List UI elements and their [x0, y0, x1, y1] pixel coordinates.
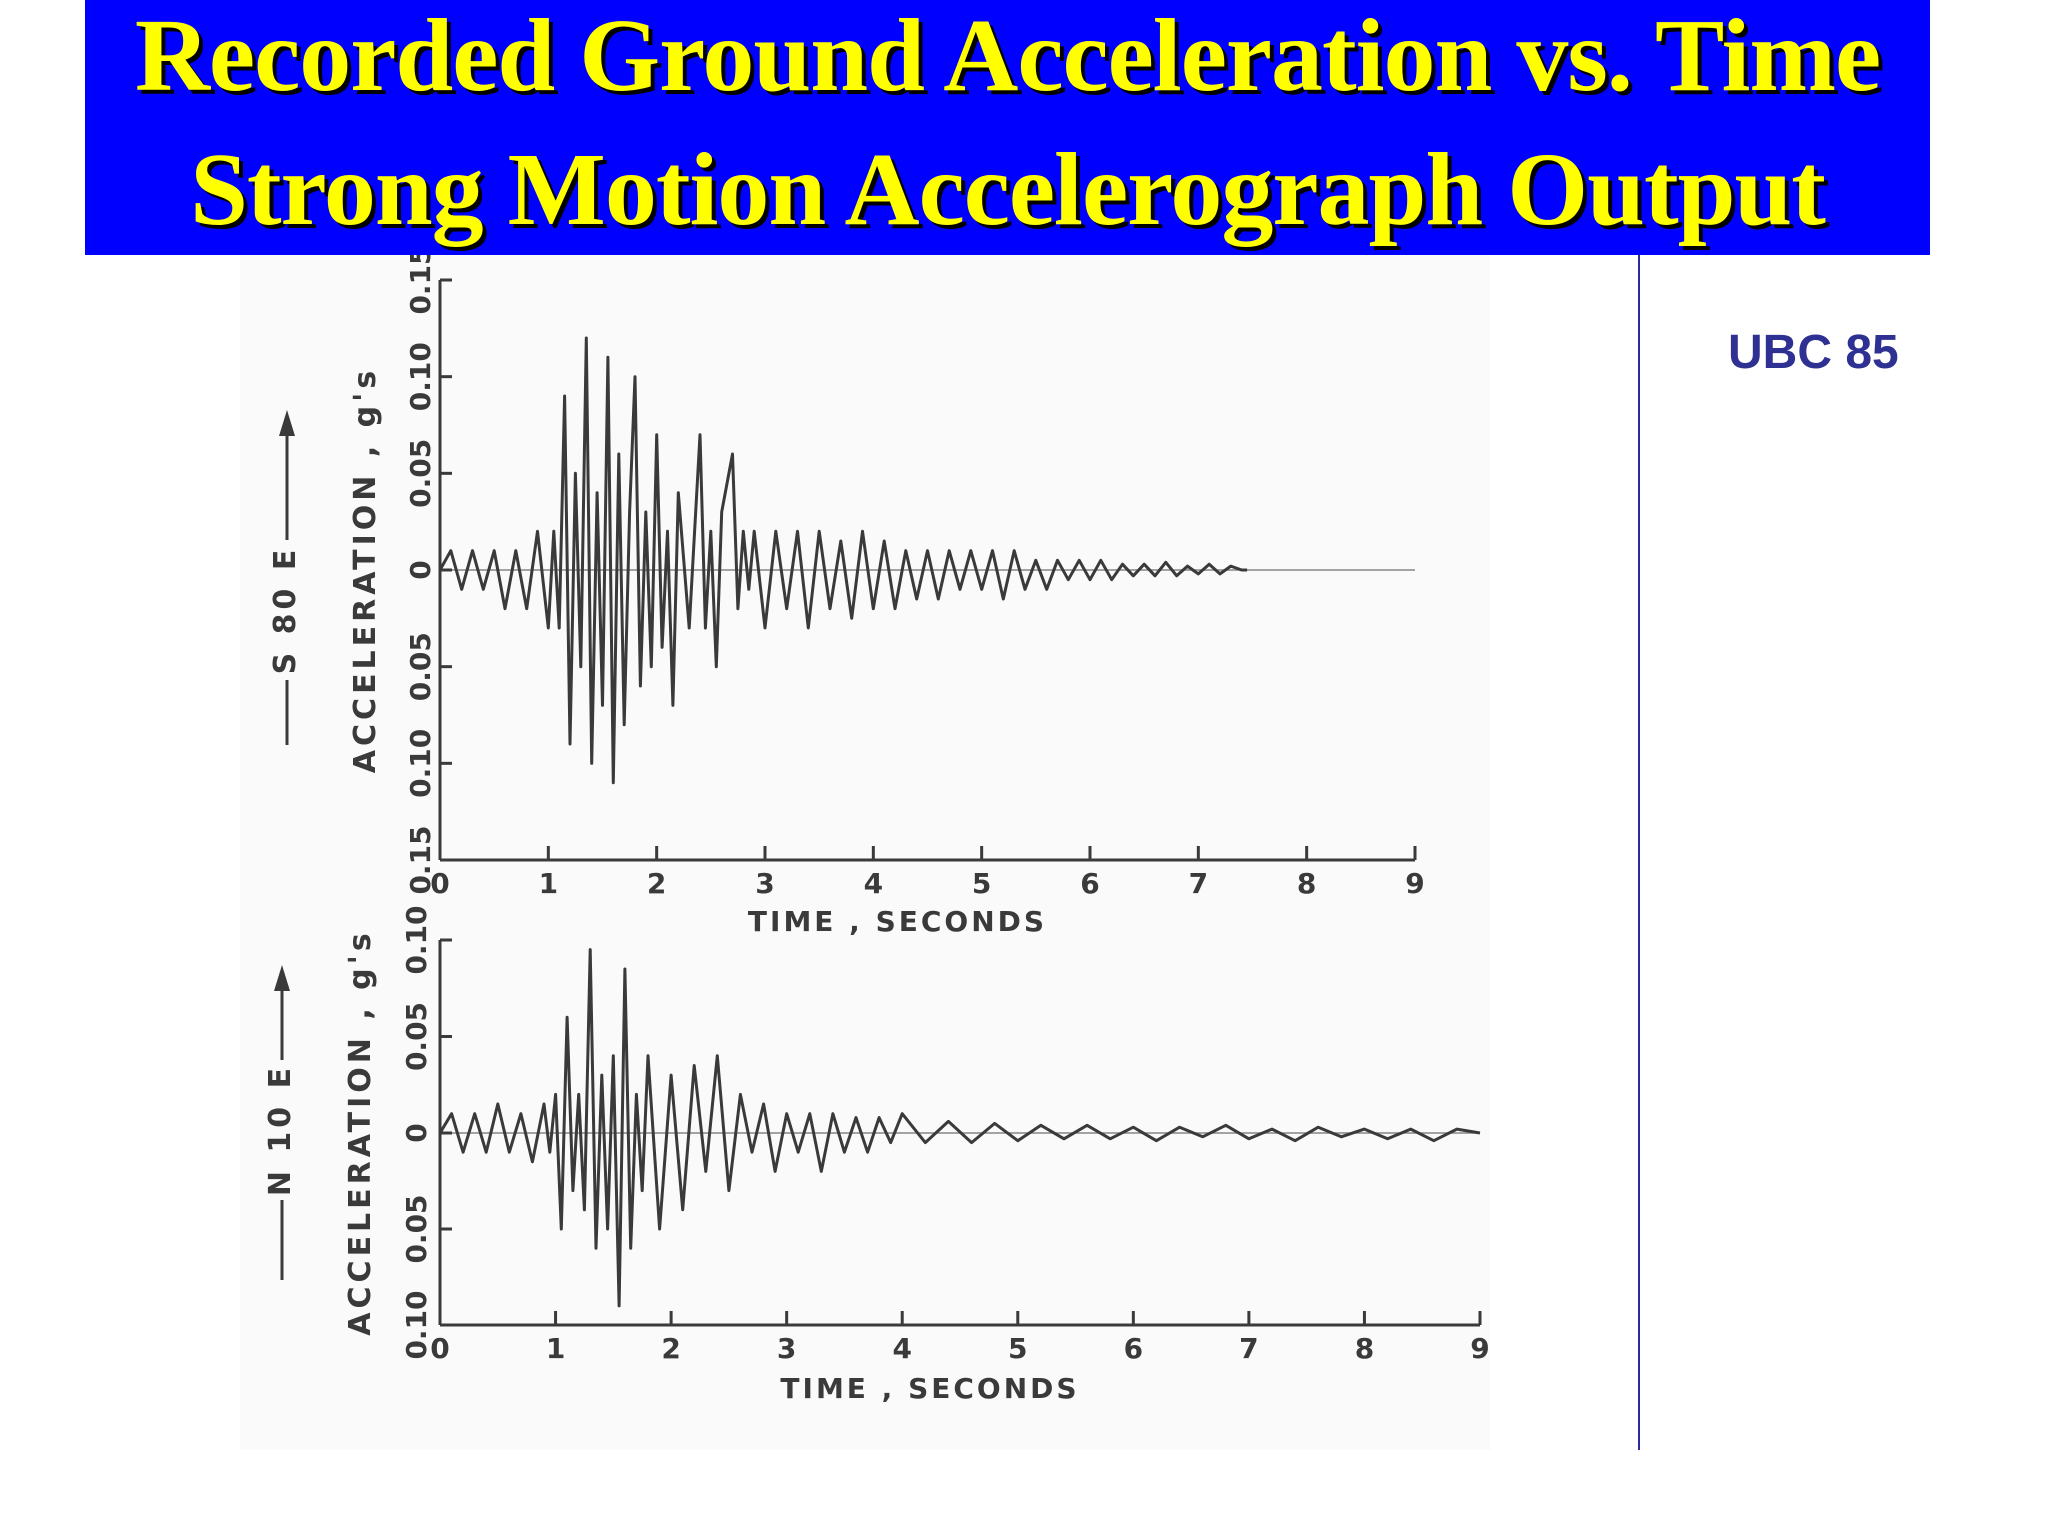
x-tick-label: 4	[864, 867, 883, 900]
component-arrow-head	[274, 965, 290, 991]
x-tick-label: 5	[972, 867, 991, 900]
x-tick-label: 8	[1297, 867, 1316, 900]
x-tick-label: 9	[1405, 867, 1424, 900]
y-tick-label: 0	[400, 1123, 433, 1142]
x-tick-label: 1	[539, 867, 558, 900]
y-tick-label: 0.05	[404, 632, 437, 701]
component-arrow-head	[279, 410, 295, 436]
title-line-2: Strong Motion Accelerograph Output	[190, 132, 1826, 247]
x-axis-title: TIME , SECONDS	[780, 1372, 1079, 1405]
y-tick-label: 0.05	[400, 1002, 433, 1071]
x-tick-label: 2	[647, 867, 666, 900]
x-tick-label: 0	[430, 867, 449, 900]
title-band: Recorded Ground Acceleration vs. Time St…	[85, 0, 1930, 255]
y-tick-label: 0.10	[400, 905, 433, 974]
accelerogram-figure: 0 1 2 3 4 5 6 7 8 9 0.15 0.10 0.05 0 0.05 0.10 0.15 TIME …	[240, 255, 1490, 1450]
y-axis-title: ACCELERATION , g's	[343, 929, 378, 1335]
x-tick-label: 1	[546, 1332, 565, 1365]
x-tick-label: 6	[1124, 1332, 1143, 1365]
x-tick-label: 9	[1470, 1332, 1489, 1365]
y-tick-label: 0.15	[404, 825, 437, 894]
x-tick-label: 7	[1189, 867, 1208, 900]
y-tick-label: 0.10	[404, 342, 437, 411]
vertical-divider	[1638, 255, 1640, 1450]
chart-panel-2: 0 1 2 3 4 5 6 7 8 9 0.10 0.05 0 0.05 0.10 TIME , SECOND…	[263, 905, 1490, 1405]
x-tick-label: 4	[892, 1332, 911, 1365]
x-tick-label: 2	[661, 1332, 680, 1365]
side-label: UBC 85	[1728, 326, 1899, 379]
component-label: N 10 E	[263, 1064, 298, 1196]
title-line-1: Recorded Ground Acceleration vs. Time	[134, 0, 1881, 113]
x-tick-label: 5	[1008, 1332, 1027, 1365]
x-tick-label: 6	[1080, 867, 1099, 900]
y-tick-label: 0.10	[400, 1290, 433, 1359]
y-tick-label: 0.10	[404, 729, 437, 798]
accelerogram-svg: 0 1 2 3 4 5 6 7 8 9 0.15 0.10 0.05 0 0.05 0.10 0.15 TIME …	[263, 255, 1490, 1405]
y-tick-label: 0.05	[404, 439, 437, 508]
acceleration-trace	[438, 948, 1481, 1308]
y-axis-title: ACCELERATION , g's	[348, 367, 383, 773]
x-tick-label: 0	[430, 1332, 449, 1365]
x-tick-label: 3	[777, 1332, 796, 1365]
x-tick-label: 8	[1355, 1332, 1374, 1365]
x-tick-label: 7	[1239, 1332, 1258, 1365]
x-tick-label: 3	[755, 867, 774, 900]
y-tick-label: 0	[404, 560, 437, 579]
y-tick-label: 0.05	[400, 1194, 433, 1263]
acceleration-trace	[438, 336, 1248, 785]
y-tick-label: 0.15	[404, 255, 437, 315]
component-label: S 80 E	[268, 546, 303, 675]
x-axis-title: TIME , SECONDS	[748, 905, 1047, 938]
chart-panel-1: 0 1 2 3 4 5 6 7 8 9 0.15 0.10 0.05 0 0.05 0.10 0.15 TIME …	[268, 255, 1425, 938]
